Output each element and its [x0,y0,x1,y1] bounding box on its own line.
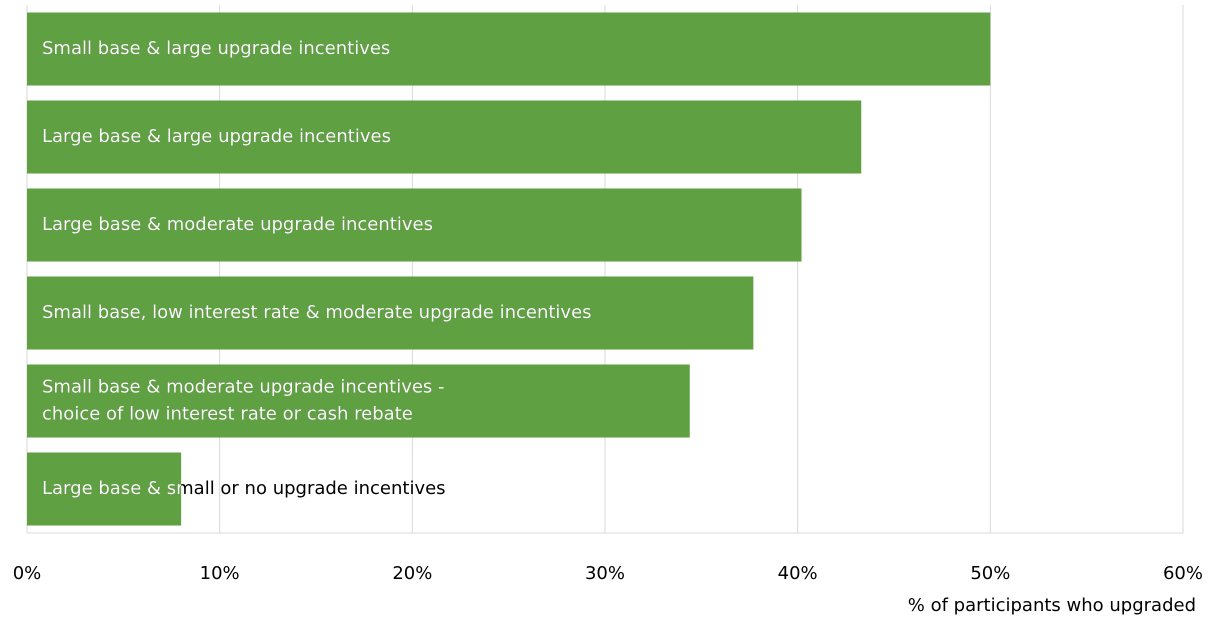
bar-label: Small base, low interest rate & moderate… [42,302,592,323]
bar-label: Small base & large upgrade incentives [42,38,390,59]
x-tick-label: 60% [1163,563,1203,584]
bar-label: Large base & small or no upgrade incenti… [42,478,446,499]
bar-label: choice of low interest rate or cash reba… [42,404,413,425]
bar-label: Large base & small or no upgrade incenti… [42,478,446,499]
x-axis-label: % of participants who upgraded [908,595,1196,616]
bar-label: Large base & large upgrade incentives [42,126,391,147]
bar-label: Small base & moderate upgrade incentives… [42,377,445,398]
bar [27,100,862,174]
x-tick-label: 50% [970,563,1010,584]
bar-label: Small base, low interest rate & moderate… [42,302,592,323]
bar [27,452,182,526]
bar-label: Small base & large upgrade incentives [42,38,390,59]
bar-label: choice of low interest rate or cash reba… [42,404,413,425]
bar-label: Small base & moderate upgrade incentives… [42,377,445,398]
x-tick-label: 10% [200,563,240,584]
bar-label-group: Small base & moderate upgrade incentives… [42,377,445,425]
x-tick-label: 20% [392,563,432,584]
bar [27,188,802,262]
bar [27,364,690,438]
x-tick-label: 40% [778,563,818,584]
bar [27,12,991,86]
bar-label: Large base & large upgrade incentives [42,126,391,147]
x-tick-label: 30% [585,563,625,584]
x-tick-label: 0% [13,563,42,584]
bar [27,276,754,350]
bar-label: Large base & moderate upgrade incentives [42,214,433,235]
bar-label: Large base & moderate upgrade incentives [42,214,433,235]
bar-label-group: Small base & moderate upgrade incentives… [42,377,445,425]
